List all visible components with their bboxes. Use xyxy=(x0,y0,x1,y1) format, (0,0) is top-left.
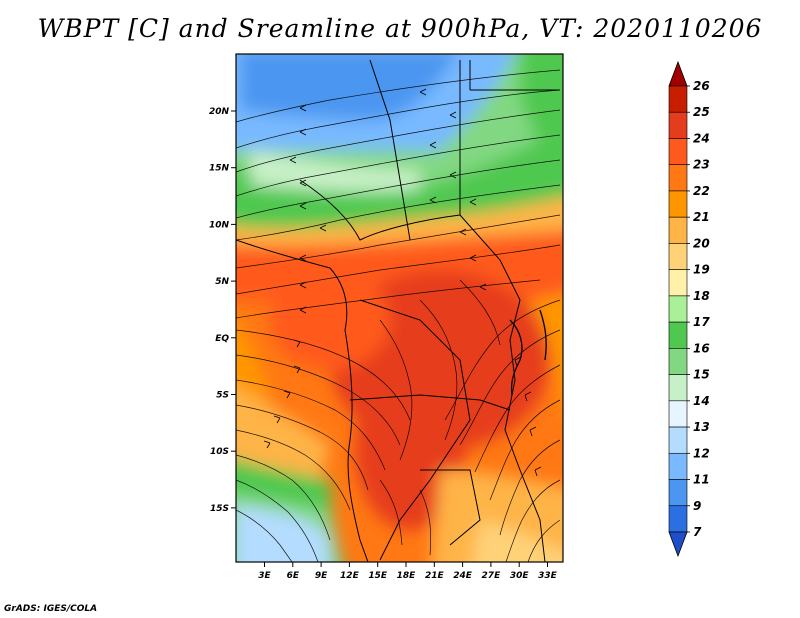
colorbar-label: 19 xyxy=(693,263,710,277)
colorbar-label: 13 xyxy=(693,420,710,434)
colorbar-bottom-arrow xyxy=(668,531,688,558)
lon-tick-label: 6E xyxy=(287,571,300,581)
colorbar-segment xyxy=(668,111,688,139)
colorbar-segment xyxy=(668,321,688,349)
colorbar-segment xyxy=(668,505,688,533)
colorbar-segment xyxy=(668,269,688,297)
colorbar-label: 14 xyxy=(693,394,710,408)
lon-tick-label: 18E xyxy=(397,571,417,581)
colorbar-label: 16 xyxy=(693,341,710,355)
colorbar-segment xyxy=(668,243,688,270)
credit-footer: GrADS: IGES/COLA xyxy=(4,604,98,614)
colorbar-label: 24 xyxy=(693,131,710,145)
lon-tick-label: 12E xyxy=(340,571,360,581)
lat-tick-label: 20N xyxy=(209,107,230,117)
colorbar-label: 17 xyxy=(693,315,710,329)
map-title: WBPT [C] and Sreamline at 900hPa, VT: 20… xyxy=(37,14,763,43)
colorbar-label: 25 xyxy=(693,105,710,119)
lon-tick-label: 21E xyxy=(425,571,445,581)
colorbar-segment xyxy=(668,216,688,244)
lon-tick-label: 27E xyxy=(482,571,502,581)
lon-tick-label: 3E xyxy=(258,571,271,581)
colorbar-label: 15 xyxy=(693,368,710,382)
colorbar-segment xyxy=(668,164,688,192)
lon-tick-label: 24E xyxy=(453,571,473,581)
colorbar-label: 9 xyxy=(693,499,701,513)
colorbar-label: 23 xyxy=(693,158,710,172)
colorbar-segment xyxy=(668,138,688,166)
colorbar-label: 22 xyxy=(693,184,710,198)
lat-tick-label: EQ xyxy=(215,334,229,344)
colorbar-label: 11 xyxy=(693,473,710,487)
lat-tick-label: 10S xyxy=(210,447,229,457)
wbpt-shading xyxy=(236,54,563,562)
lon-tick-label: 15E xyxy=(368,571,388,581)
colorbar-segment xyxy=(668,479,688,507)
colorbar-segment xyxy=(668,400,688,428)
colorbar-segment xyxy=(668,452,688,480)
colorbar-segment xyxy=(668,190,688,218)
colorbar-segment xyxy=(668,426,688,454)
colorbar-segment xyxy=(668,295,688,323)
colorbar-label: 12 xyxy=(693,446,710,460)
lat-tick-label: 15S xyxy=(210,504,229,514)
lat-tick-label: 10N xyxy=(209,220,230,230)
latitude-axis: 20N 15N 10N 5N EQ 5S 10S 15S xyxy=(209,107,236,514)
colorbar-label: 26 xyxy=(693,79,710,93)
lon-tick-label: 33E xyxy=(538,571,558,581)
colorbar-label: 18 xyxy=(693,289,710,303)
colorbar-label: 21 xyxy=(693,210,710,224)
colorbar-segment xyxy=(668,348,688,375)
longitude-axis: 3E 6E 9E 12E 15E 18E 21E 24E 27E 30E 33E xyxy=(258,562,558,581)
lon-tick-label: 30E xyxy=(510,571,530,581)
lat-tick-label: 15N xyxy=(209,164,230,174)
colorbar: 26 25 24 23 22 21 20 19 18 17 16 15 14 13 12 11 9 7 xyxy=(668,60,710,558)
colorbar-label: 20 xyxy=(693,236,710,250)
map-frame xyxy=(235,53,564,563)
colorbar-segment xyxy=(668,374,688,402)
lat-tick-label: 5N xyxy=(215,277,229,287)
colorbar-segment xyxy=(668,85,688,113)
colorbar-top-arrow xyxy=(668,60,688,87)
colorbar-label: 7 xyxy=(693,525,702,539)
lat-tick-label: 5S xyxy=(216,391,229,401)
lon-tick-label: 9E xyxy=(315,571,328,581)
